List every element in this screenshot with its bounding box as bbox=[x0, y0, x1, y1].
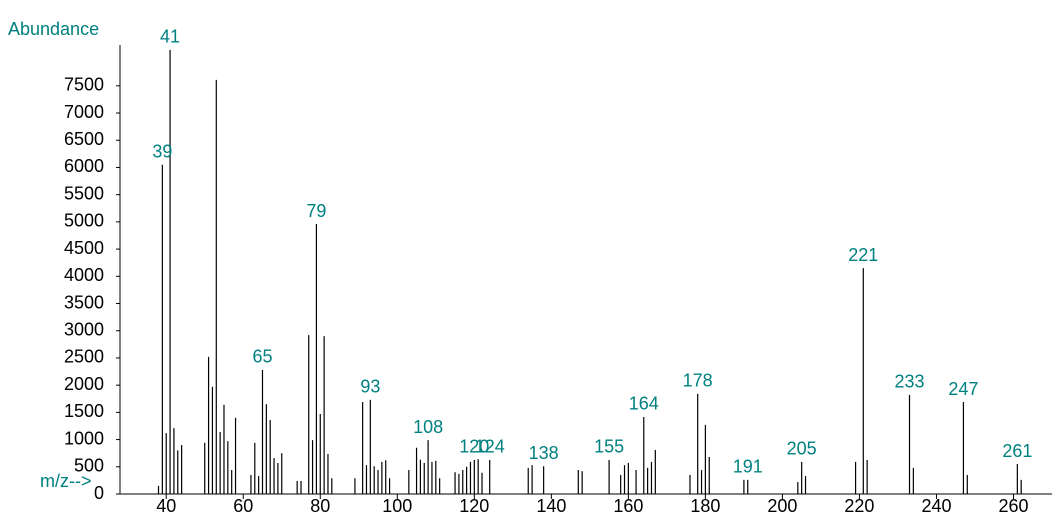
peak-label: 79 bbox=[306, 201, 326, 221]
peak-label: 124 bbox=[475, 437, 505, 457]
y-tick-label: 2000 bbox=[64, 374, 104, 394]
peak-label: 233 bbox=[894, 372, 924, 392]
x-tick-label: 200 bbox=[767, 496, 797, 516]
y-tick-label: 0 bbox=[94, 483, 104, 503]
x-tick-label: 120 bbox=[459, 496, 489, 516]
peak-label: 39 bbox=[152, 141, 172, 161]
y-tick-label: 6000 bbox=[64, 156, 104, 176]
y-axis-title: Abundance bbox=[8, 19, 99, 39]
y-tick-label: 6500 bbox=[64, 129, 104, 149]
x-tick-label: 240 bbox=[921, 496, 951, 516]
x-tick-label: 40 bbox=[156, 496, 176, 516]
y-tick-label: 7500 bbox=[64, 75, 104, 95]
x-tick-label: 80 bbox=[310, 496, 330, 516]
y-tick-label: 4500 bbox=[64, 238, 104, 258]
y-tick-label: 3500 bbox=[64, 292, 104, 312]
peak-label: 205 bbox=[787, 439, 817, 459]
peak-label: 155 bbox=[594, 437, 624, 457]
x-tick-label: 260 bbox=[998, 496, 1028, 516]
peak-label: 138 bbox=[529, 443, 559, 463]
x-tick-label: 220 bbox=[844, 496, 874, 516]
peak-label: 221 bbox=[848, 245, 878, 265]
peak-label: 65 bbox=[252, 347, 272, 367]
peak-label: 261 bbox=[1002, 441, 1032, 461]
y-tick-label: 3000 bbox=[64, 319, 104, 339]
y-tick-label: 1000 bbox=[64, 428, 104, 448]
y-tick-label: 500 bbox=[74, 456, 104, 476]
x-axis-title: m/z--> bbox=[40, 471, 92, 491]
peak-label: 178 bbox=[683, 371, 713, 391]
x-tick-label: 180 bbox=[690, 496, 720, 516]
peak-label: 247 bbox=[948, 379, 978, 399]
x-tick-label: 140 bbox=[536, 496, 566, 516]
x-tick-label: 160 bbox=[613, 496, 643, 516]
y-tick-label: 5500 bbox=[64, 183, 104, 203]
peak-label: 108 bbox=[413, 417, 443, 437]
x-tick-label: 60 bbox=[233, 496, 253, 516]
x-tick-label: 100 bbox=[382, 496, 412, 516]
peak-label: 191 bbox=[733, 457, 763, 477]
peak-label: 164 bbox=[629, 394, 659, 414]
peak-label: 120 bbox=[459, 437, 489, 457]
y-tick-label: 7000 bbox=[64, 102, 104, 122]
y-tick-label: 1500 bbox=[64, 401, 104, 421]
peak-label: 41 bbox=[160, 27, 180, 47]
y-tick-label: 4000 bbox=[64, 265, 104, 285]
peak-label: 93 bbox=[360, 377, 380, 397]
y-tick-label: 2500 bbox=[64, 347, 104, 367]
y-tick-label: 5000 bbox=[64, 211, 104, 231]
